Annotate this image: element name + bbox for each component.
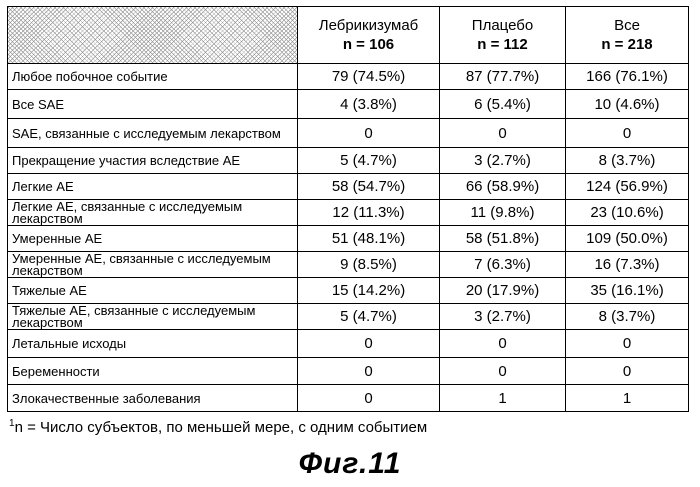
row-label: Умеренные AE, связанные с исследуемым ле… bbox=[8, 252, 298, 277]
row-label: Прекращение участия вследствие AE bbox=[8, 148, 298, 173]
row-label: Легкие AE, связанные с исследуемым лекар… bbox=[8, 200, 298, 225]
table-row: Тяжелые AE, связанные с исследуемым лека… bbox=[8, 304, 688, 330]
row-label-line: Тяжелые AE, связанные с исследуемым bbox=[12, 304, 256, 318]
value-lebrikizumab: 12 (11.3%) bbox=[298, 200, 440, 225]
value-placebo: 7 (6.3%) bbox=[440, 252, 566, 277]
value-placebo: 58 (51.8%) bbox=[440, 226, 566, 251]
figure-caption: Фиг.11 bbox=[298, 447, 402, 480]
value-all: 124 (56.9%) bbox=[586, 178, 668, 195]
table-row: Беременности 0 0 0 bbox=[8, 358, 688, 385]
table-row: Все SAE 4 (3.8%) 6 (5.4%) 10 (4.6%) bbox=[8, 90, 688, 119]
column-n: n = 112 bbox=[477, 36, 528, 53]
footnote-marker: 1 bbox=[9, 418, 15, 429]
footnote: 1n = Число субъектов, по меньшей мере, с… bbox=[9, 418, 427, 436]
row-label: Все SAE bbox=[8, 90, 298, 118]
row-label: Умеренные AE bbox=[8, 226, 298, 251]
row-label-line: лекарством bbox=[12, 314, 83, 329]
value-all: 23 (10.6%) bbox=[590, 204, 664, 221]
table-row: Любое побочное событие 79 (74.5%) 87 (77… bbox=[8, 64, 688, 90]
column-n: n = 218 bbox=[601, 36, 653, 53]
value-placebo: 1 bbox=[440, 385, 566, 411]
header-empty-cell bbox=[8, 7, 298, 63]
header-all: Все n = 218 bbox=[566, 7, 688, 63]
value-placebo: 0 bbox=[440, 330, 566, 357]
row-label-line: лекарством bbox=[12, 262, 83, 277]
value-lebrikizumab: 9 (8.5%) bbox=[298, 252, 440, 277]
value-all: 8 (3.7%) bbox=[598, 308, 656, 325]
header-placebo: Плацебо n = 112 bbox=[440, 7, 566, 63]
value-lebrikizumab: 0 bbox=[298, 385, 440, 411]
value-all: 0 bbox=[622, 362, 632, 380]
value-placebo: 11 (9.8%) bbox=[440, 200, 566, 225]
value-placebo: 20 (17.9%) bbox=[440, 278, 566, 303]
value-all: 8 (3.7%) bbox=[598, 152, 656, 169]
value-placebo: 6 (5.4%) bbox=[440, 90, 566, 118]
row-label-line: Легкие AE, связанные с исследуемым bbox=[12, 200, 243, 214]
table-row: Легкие AE, связанные с исследуемым лекар… bbox=[8, 200, 688, 226]
value-all: 1 bbox=[622, 389, 632, 407]
column-n: n = 106 bbox=[342, 36, 395, 53]
table-header-row: Лебрикизумаб n = 106 Плацебо n = 112 Все… bbox=[8, 7, 688, 64]
column-name: Плацебо bbox=[471, 17, 534, 34]
table-row: Тяжелые AE 15 (14.2%) 20 (17.9%) 35 (16.… bbox=[8, 278, 688, 304]
value-placebo: 3 (2.7%) bbox=[440, 148, 566, 173]
value-lebrikizumab: 51 (48.1%) bbox=[298, 226, 440, 251]
column-name: Лебрикизумаб bbox=[318, 17, 419, 34]
row-label: Любое побочное событие bbox=[8, 64, 298, 89]
value-placebo: 0 bbox=[440, 119, 566, 147]
row-label: Летальные исходы bbox=[8, 330, 298, 357]
table-row: Легкие AE 58 (54.7%) 66 (58.9%) 124 (56.… bbox=[8, 174, 688, 200]
row-label: SAE, связанные с исследуемым лекарством bbox=[8, 119, 298, 147]
value-lebrikizumab: 4 (3.8%) bbox=[298, 90, 440, 118]
value-lebrikizumab: 5 (4.7%) bbox=[298, 148, 440, 173]
column-name: Все bbox=[614, 17, 640, 34]
value-lebrikizumab: 0 bbox=[298, 119, 440, 147]
value-lebrikizumab: 5 (4.7%) bbox=[298, 304, 440, 329]
value-all: 16 (7.3%) bbox=[594, 256, 660, 273]
value-lebrikizumab: 79 (74.5%) bbox=[298, 64, 440, 89]
row-label-line: лекарством bbox=[12, 210, 83, 225]
value-all: 166 (76.1%) bbox=[586, 68, 668, 85]
value-placebo: 87 (77.7%) bbox=[440, 64, 566, 89]
value-all: 109 (50.0%) bbox=[586, 230, 668, 247]
header-lebrikizumab: Лебрикизумаб n = 106 bbox=[298, 7, 440, 63]
value-placebo: 3 (2.7%) bbox=[440, 304, 566, 329]
value-all: 10 (4.6%) bbox=[594, 95, 660, 113]
row-label: Тяжелые AE, связанные с исследуемым лека… bbox=[8, 304, 298, 329]
row-label: Легкие AE bbox=[8, 174, 298, 199]
row-label: Тяжелые AE bbox=[8, 278, 298, 303]
table-row: Прекращение участия вследствие AE 5 (4.7… bbox=[8, 148, 688, 174]
value-lebrikizumab: 0 bbox=[298, 358, 440, 384]
table-row: SAE, связанные с исследуемым лекарством … bbox=[8, 119, 688, 148]
adverse-events-table: Лебрикизумаб n = 106 Плацебо n = 112 Все… bbox=[7, 6, 689, 412]
value-all: 35 (16.1%) bbox=[590, 282, 664, 299]
value-all: 0 bbox=[622, 124, 632, 142]
value-all: 0 bbox=[622, 335, 632, 352]
row-label-line: Умеренные AE, связанные с исследуемым bbox=[12, 252, 271, 266]
value-lebrikizumab: 58 (54.7%) bbox=[298, 174, 440, 199]
table-row: Злокачественные заболевания 0 1 1 bbox=[8, 385, 688, 411]
value-lebrikizumab: 15 (14.2%) bbox=[298, 278, 440, 303]
table-row: Летальные исходы 0 0 0 bbox=[8, 330, 688, 358]
value-placebo: 0 bbox=[440, 358, 566, 384]
value-lebrikizumab: 0 bbox=[298, 330, 440, 357]
table-row: Умеренные AE, связанные с исследуемым ле… bbox=[8, 252, 688, 278]
table-row: Умеренные AE 51 (48.1%) 58 (51.8%) 109 (… bbox=[8, 226, 688, 252]
row-label: Беременности bbox=[8, 358, 298, 384]
row-label: Злокачественные заболевания bbox=[8, 385, 298, 411]
footnote-text: Число субъектов, по меньшей мере, с одни… bbox=[40, 419, 428, 436]
footnote-n: n = bbox=[14, 419, 40, 436]
value-placebo: 66 (58.9%) bbox=[440, 174, 566, 199]
